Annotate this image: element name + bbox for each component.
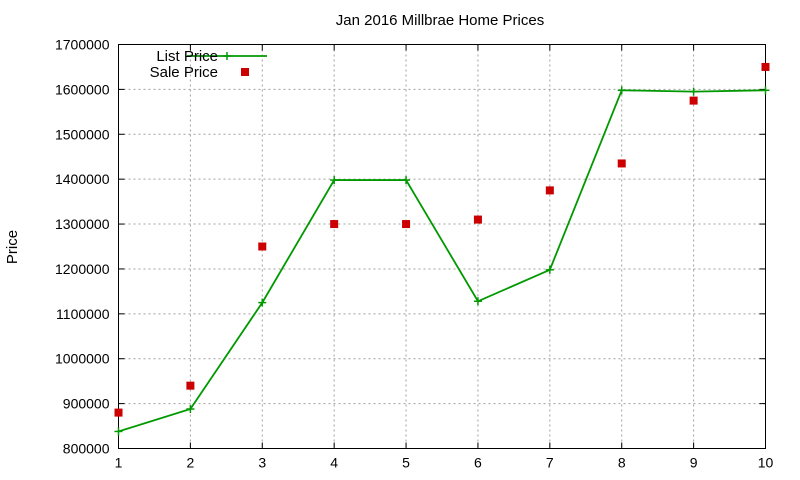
x-tick-label: 4 bbox=[330, 455, 338, 471]
y-tick-label: 1100000 bbox=[56, 306, 110, 322]
sale-price-point bbox=[330, 220, 339, 229]
list-price-point bbox=[689, 87, 698, 96]
y-tick-label: 1700000 bbox=[55, 37, 110, 53]
x-tick-label: 1 bbox=[115, 455, 123, 471]
x-tick-label: 5 bbox=[402, 455, 410, 471]
sale-price-point bbox=[258, 242, 267, 251]
list-price-point bbox=[258, 298, 267, 307]
list-price-point bbox=[761, 86, 770, 95]
x-tick-label: 6 bbox=[474, 455, 482, 471]
list-price-point bbox=[545, 265, 554, 274]
sale-price-point bbox=[545, 186, 554, 195]
list-price-legend-label: List Price bbox=[156, 48, 218, 65]
x-tick-label: 10 bbox=[758, 455, 774, 471]
list-price-point bbox=[473, 297, 482, 306]
x-tick-label: 3 bbox=[258, 455, 266, 471]
sale-price-point bbox=[761, 62, 770, 71]
grid-lines bbox=[118, 44, 766, 449]
list-price-point bbox=[617, 86, 626, 95]
list-price-legend-marker bbox=[223, 52, 231, 60]
y-tick-label: 1600000 bbox=[55, 81, 110, 97]
sale-price-legend-label: Sale Price bbox=[150, 64, 218, 81]
sale-price-point bbox=[114, 408, 123, 417]
list-price-point bbox=[114, 427, 123, 436]
sale-price-point bbox=[473, 215, 482, 224]
y-tick-label: 1400000 bbox=[55, 171, 110, 187]
sale-price-point bbox=[186, 381, 195, 390]
y-tick-label: 1500000 bbox=[55, 126, 110, 142]
list-price-line bbox=[118, 89, 766, 433]
sale-price-point bbox=[617, 159, 626, 168]
y-tick-label: 800000 bbox=[63, 441, 110, 457]
x-tick-label: 8 bbox=[618, 455, 626, 471]
sale-price-point bbox=[402, 220, 411, 229]
plot-frame bbox=[118, 44, 766, 449]
x-tick-label: 9 bbox=[690, 455, 698, 471]
x-tick-label: 7 bbox=[546, 455, 554, 471]
y-tick-label: 1300000 bbox=[55, 216, 110, 232]
axis-ticks: 800000 900000 1000000 1100000 1200000 1300000… bbox=[55, 37, 774, 471]
y-tick-label: 1200000 bbox=[55, 261, 110, 277]
sale-price-legend-marker bbox=[241, 68, 249, 76]
y-axis-label: Price bbox=[4, 230, 21, 264]
series-layer bbox=[114, 62, 770, 436]
list-price-point bbox=[402, 176, 411, 185]
y-tick-label: 1000000 bbox=[55, 351, 110, 367]
list-price-point bbox=[330, 176, 339, 185]
x-tick-label: 2 bbox=[186, 455, 194, 471]
list-price-point bbox=[186, 404, 195, 413]
sale-price-point bbox=[689, 96, 698, 105]
y-tick-label: 900000 bbox=[63, 396, 110, 412]
chart-title: Jan 2016 Millbrae Home Prices bbox=[336, 12, 544, 29]
